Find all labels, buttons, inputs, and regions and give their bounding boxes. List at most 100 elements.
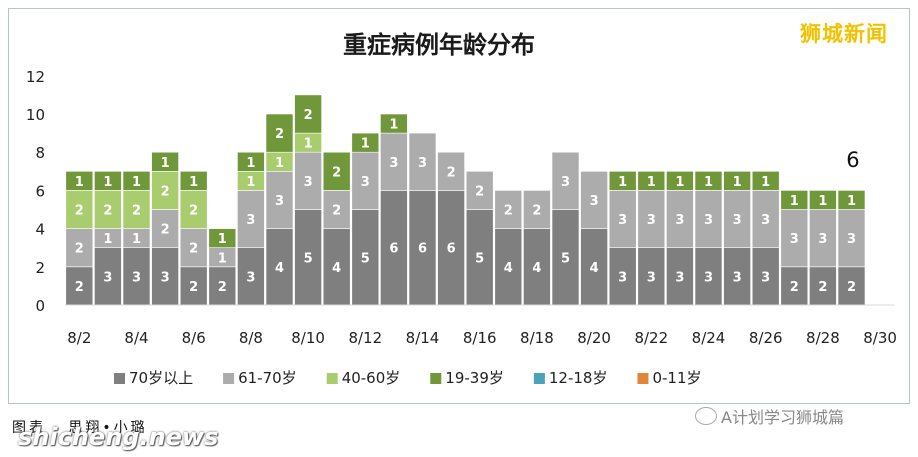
- bar-data-label: 3: [389, 156, 398, 171]
- bar-data-label: 1: [761, 175, 770, 190]
- bar-segment: [179, 190, 208, 229]
- bar-data-label: 3: [733, 213, 742, 228]
- bar-data-label: 2: [475, 184, 484, 199]
- bar-data-label: 3: [304, 175, 313, 190]
- bar-segment: [751, 190, 780, 248]
- bar-segment: [122, 247, 151, 306]
- bar-data-label: 1: [218, 251, 227, 266]
- bar-data-label: 3: [418, 156, 427, 171]
- x-tick-label: 8/6: [182, 329, 206, 347]
- bar-data-label: 1: [361, 137, 370, 152]
- bar-data-label: 3: [561, 175, 570, 190]
- bar-segment: [465, 171, 494, 210]
- bar-data-label: 4: [504, 261, 513, 276]
- bar-data-label: 1: [75, 175, 84, 190]
- bar-segment: [751, 171, 780, 191]
- legend-label: 70岁以上: [129, 369, 193, 387]
- bar-segment: [637, 171, 666, 191]
- bar-segment: [666, 247, 694, 306]
- y-tick-label: 10: [26, 106, 45, 124]
- bar-segment: [837, 266, 866, 306]
- bar-segment: [294, 151, 322, 210]
- x-tick-label: 8/24: [692, 329, 726, 347]
- bar-data-label: 4: [332, 261, 341, 276]
- legend-label: 12-18岁: [549, 369, 608, 387]
- bar-data-label: 1: [818, 194, 827, 209]
- bar-data-label: 2: [161, 184, 170, 199]
- bars-group: 2 2 2 1 3 1 2 1 3 1 2 1 3 2 2 1 2 2 2 1 2 1 1 3 3 1 1 4 3 1 2 5 3 1 2 4 2 2 5 3…: [65, 94, 866, 306]
- bar-segment: [151, 171, 179, 210]
- bar-data-label: 1: [103, 232, 112, 247]
- bar-data-label: 3: [246, 270, 255, 285]
- watermark-logo: 狮城新闻: [800, 22, 888, 46]
- bar-data-label: 1: [304, 137, 313, 152]
- bar-segment: [179, 228, 208, 268]
- bar-data-label: 1: [246, 156, 255, 171]
- bar-segment: [208, 266, 237, 306]
- bar-data-label: 1: [647, 175, 656, 190]
- bar-segment: [723, 190, 751, 248]
- y-tick-label: 6: [35, 182, 45, 200]
- bar-data-label: 3: [704, 213, 713, 228]
- legend-item: 12-18岁: [533, 369, 608, 387]
- bar-data-label: 3: [818, 232, 827, 247]
- bar-data-label: 1: [189, 175, 198, 190]
- x-tick-label: 8/22: [634, 329, 668, 347]
- bar-data-label: 1: [847, 194, 856, 209]
- bar-data-label: 2: [189, 242, 198, 257]
- bar-segment: [437, 190, 465, 306]
- bar-data-label: 3: [761, 270, 770, 285]
- wechat-account-name: A计划学习狮城篇: [721, 408, 844, 427]
- x-tick-label: 8/20: [577, 329, 611, 347]
- bar-data-label: 3: [790, 232, 799, 247]
- legend-label: 40-60岁: [342, 369, 401, 387]
- bar-segment: [437, 151, 465, 191]
- x-tick-label: 8/16: [463, 329, 497, 347]
- bar-data-label: 6: [389, 242, 398, 257]
- bar-segment: [809, 266, 837, 306]
- legend-swatch: [326, 373, 338, 384]
- chart-title: 重症病例年龄分布: [343, 31, 535, 59]
- y-tick-label: 4: [35, 221, 45, 239]
- bar-data-label: 3: [361, 175, 370, 190]
- bar-segment: [265, 113, 294, 153]
- bar-data-label: 2: [75, 242, 84, 257]
- bar-data-label: 1: [132, 232, 141, 247]
- wechat-account: A计划学习狮城篇: [695, 404, 844, 428]
- bar-segment: [380, 113, 408, 134]
- bar-segment: [551, 209, 580, 306]
- legend-swatch: [223, 373, 235, 384]
- x-tick-label: 8/10: [291, 329, 325, 347]
- bar-data-label: 2: [103, 204, 112, 219]
- x-axis: 8/2 8/4 8/6 8/8 8/10 8/12 8/14 8/16 8/18 8/20 8/22…: [65, 304, 897, 347]
- x-tick-label: 8/8: [239, 329, 263, 347]
- x-tick-label: 8/28: [806, 329, 840, 347]
- bar-data-label: 5: [304, 251, 313, 266]
- y-tick-label: 8: [35, 144, 45, 162]
- bar-segment: [523, 190, 551, 229]
- bar-data-label: 2: [532, 204, 541, 219]
- bar-segment: [723, 247, 751, 306]
- legend-item: 40-60岁: [326, 369, 401, 387]
- x-tick-label: 8/14: [406, 329, 440, 347]
- bar-segment: [237, 151, 265, 172]
- bar-data-label: 5: [561, 251, 570, 266]
- bar-segment: [237, 190, 265, 248]
- bar-data-label: 3: [761, 213, 770, 228]
- bar-data-label: 1: [161, 156, 170, 171]
- bar-data-label: 3: [103, 270, 112, 285]
- bar-data-label: 2: [304, 108, 313, 123]
- bar-segment: [408, 132, 437, 191]
- bar-data-label: 1: [704, 175, 713, 190]
- x-tick-label: 8/2: [67, 329, 91, 347]
- bar-data-label: 1: [790, 194, 799, 209]
- bar-segment: [608, 171, 637, 191]
- bar-segment: [351, 151, 380, 210]
- bar-data-label: 1: [389, 118, 398, 133]
- bar-data-label: 2: [847, 280, 856, 295]
- annotations-group: 6: [846, 148, 859, 172]
- bar-data-label: 3: [647, 213, 656, 228]
- bar-segment: [666, 171, 694, 191]
